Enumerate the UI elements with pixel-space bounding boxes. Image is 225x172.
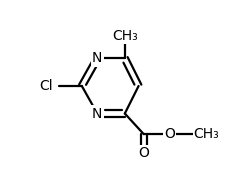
Text: Cl: Cl bbox=[39, 79, 52, 93]
Text: O: O bbox=[163, 127, 174, 141]
Text: O: O bbox=[163, 127, 174, 141]
Text: CH₃: CH₃ bbox=[111, 29, 137, 43]
Text: N: N bbox=[92, 51, 102, 66]
Text: N: N bbox=[92, 106, 102, 121]
Text: CH₃: CH₃ bbox=[193, 127, 218, 141]
Text: O: O bbox=[138, 146, 148, 160]
